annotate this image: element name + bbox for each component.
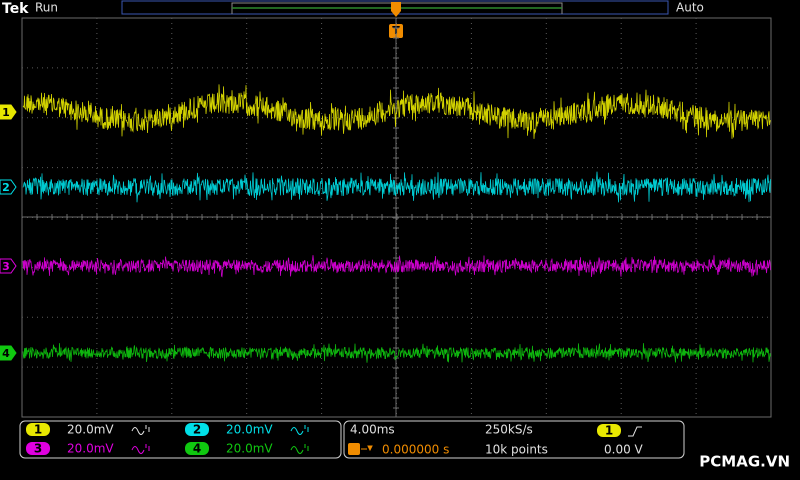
watermark: PCMAG.VN [699, 453, 790, 471]
sample-rate: 250kS/s [485, 423, 533, 437]
channel-number: 3 [34, 442, 42, 456]
time-per-div: 4.00ms [350, 423, 395, 437]
channel-scale: 20.0mV [67, 442, 114, 456]
channel-scale: 20.0mV [67, 423, 114, 437]
channel-number: 4 [193, 442, 201, 456]
channel-marker: 1 [2, 106, 10, 119]
brand: Tek [2, 1, 29, 17]
trigger-mode[interactable]: Auto [676, 1, 704, 15]
channel-scale: 20.0mV [226, 442, 273, 456]
channel-marker: 2 [2, 181, 10, 194]
trigger-position: 0.000000 s [382, 443, 449, 457]
trigger-pos-icon [348, 443, 360, 455]
channel-scale: 20.0mV [226, 423, 273, 437]
run-status[interactable]: Run [35, 1, 58, 15]
record-length: 10k points [485, 443, 548, 457]
channel-number: 1 [34, 423, 42, 437]
channel-marker: 4 [2, 347, 10, 360]
trigger-source: 1 [605, 424, 613, 438]
trigger-level: 0.00 V [604, 443, 644, 457]
channel-marker: 3 [2, 260, 10, 273]
channel-number: 2 [193, 423, 201, 437]
